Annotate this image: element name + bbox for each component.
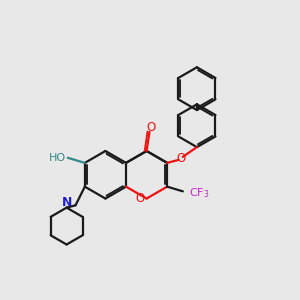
Text: O: O (146, 121, 156, 134)
Text: N: N (61, 196, 72, 209)
Text: CF$_3$: CF$_3$ (189, 186, 209, 200)
Text: O: O (135, 192, 145, 205)
Text: HO: HO (49, 153, 66, 163)
Text: O: O (176, 152, 185, 165)
